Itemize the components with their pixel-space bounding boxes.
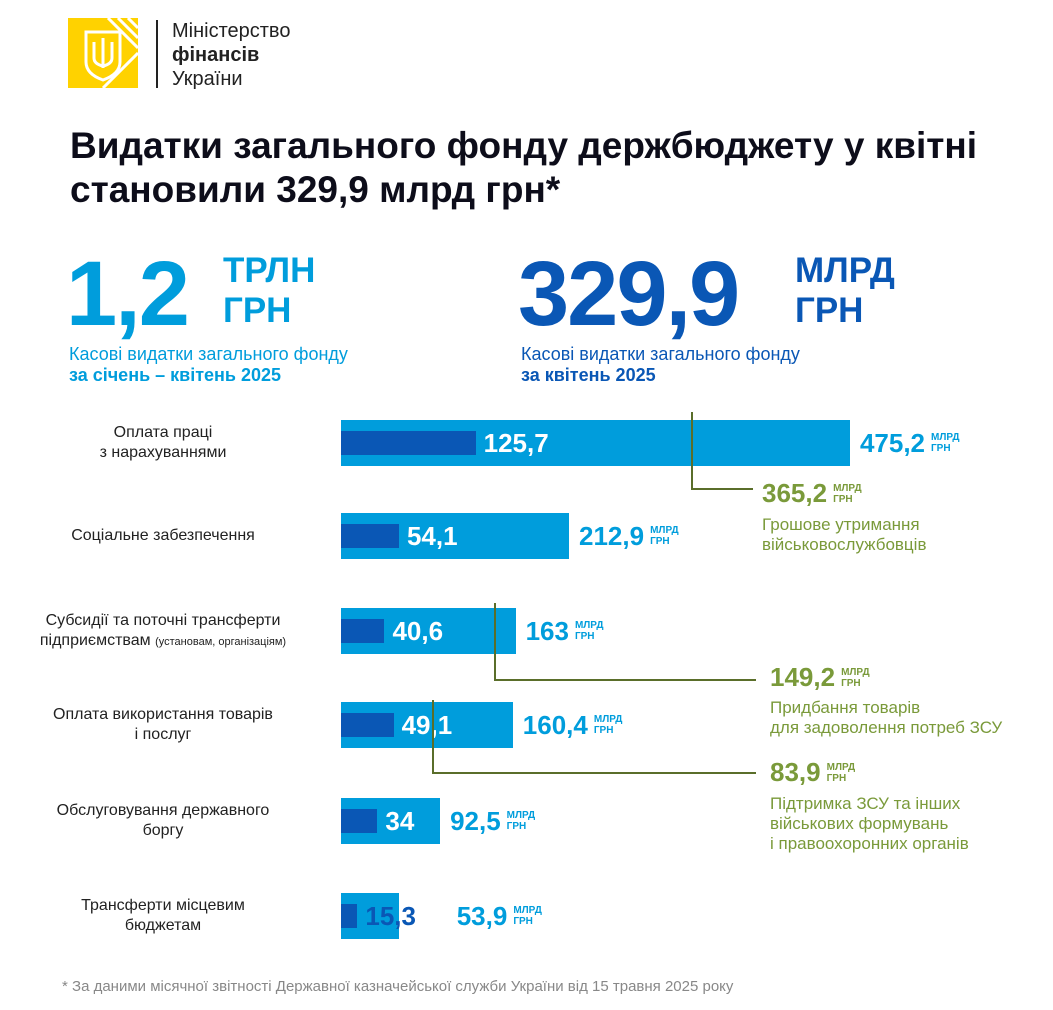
- kpi2-unit1: МЛРД: [795, 251, 895, 290]
- bar-april: [341, 904, 358, 928]
- logo-line2: фінансів: [172, 44, 260, 66]
- kpi1-unit2: ГРН: [223, 291, 292, 330]
- annotation-value: 149,2 МЛРД ГРН: [770, 662, 870, 692]
- page-title: Видатки загального фонду держбюджету у к…: [70, 125, 978, 210]
- connector-line: [494, 603, 496, 681]
- annotation-desc: Підтримка ЗСУ та інших військових формува…: [770, 794, 969, 853]
- april-value-label: 34: [385, 806, 415, 836]
- kpi1-unit1: ТРЛН: [223, 251, 316, 290]
- bar-april: [341, 431, 476, 455]
- april-value-label: 54,1: [406, 521, 458, 551]
- april-value-label: 125,7: [483, 428, 549, 458]
- connector-line: [432, 772, 756, 774]
- annotation-desc: Грошове утримання військовослужбовців: [762, 515, 927, 554]
- ukraine-trident-logo: [68, 16, 140, 90]
- row-label: Обслуговування державного боргу: [56, 802, 270, 839]
- april-value-label: 49,1: [401, 710, 453, 740]
- kpi1-caption1: Касові видатки загального фонду: [69, 344, 348, 364]
- kpi1-caption2: за січень – квітень 2025: [69, 365, 282, 385]
- connector-line: [691, 488, 753, 490]
- bar-april: [341, 524, 399, 548]
- row-label: Оплата використання товарів і послуг: [53, 706, 273, 743]
- footnote: * За даними місячної звітності Державної…: [62, 978, 734, 995]
- total-value-label: 92,5 МЛРД ГРН: [450, 806, 536, 836]
- kpi2-value: 329,9: [518, 243, 740, 345]
- connector-line: [691, 412, 693, 490]
- annotation-value: 365,2 МЛРД ГРН: [762, 478, 862, 508]
- total-value-label: 53,9 МЛРД ГРН: [456, 901, 542, 931]
- bar-april: [341, 619, 385, 643]
- row-label: Соціальне забезпечення: [71, 527, 255, 544]
- kpi2-caption1: Касові видатки загального фонду: [521, 344, 800, 364]
- kpi1-value: 1,2: [66, 243, 190, 345]
- logo-line1: Міністерство: [172, 20, 291, 42]
- connector-line: [432, 700, 434, 774]
- april-value-label: 40,6: [392, 616, 444, 646]
- april-value-label: 15,3: [365, 901, 416, 931]
- logo-divider: [156, 20, 158, 88]
- row-label: Субсидії та поточні трансферти підприємст…: [39, 612, 287, 649]
- row-label: Оплата праці з нарахуваннями: [99, 424, 227, 461]
- logo-line3: України: [172, 68, 243, 90]
- annotation-desc: Придбання товарів для задоволення потреб …: [770, 698, 1003, 737]
- bar-april: [341, 809, 378, 833]
- kpi2-caption2: за квітень 2025: [521, 365, 656, 385]
- row-label: Трансферти місцевим бюджетам: [81, 897, 245, 934]
- total-value-label: 212,9 МЛРД ГРН: [579, 521, 679, 551]
- kpi2-unit2: ГРН: [795, 291, 864, 330]
- total-value-label: 163 МЛРД ГРН: [525, 616, 604, 646]
- total-value-label: 475,2 МЛРД ГРН: [859, 428, 960, 458]
- annotation-value: 83,9 МЛРД ГРН: [770, 757, 856, 787]
- connector-line: [494, 679, 756, 681]
- bar-april: [341, 713, 394, 737]
- total-value-label: 160,4 МЛРД ГРН: [522, 710, 623, 740]
